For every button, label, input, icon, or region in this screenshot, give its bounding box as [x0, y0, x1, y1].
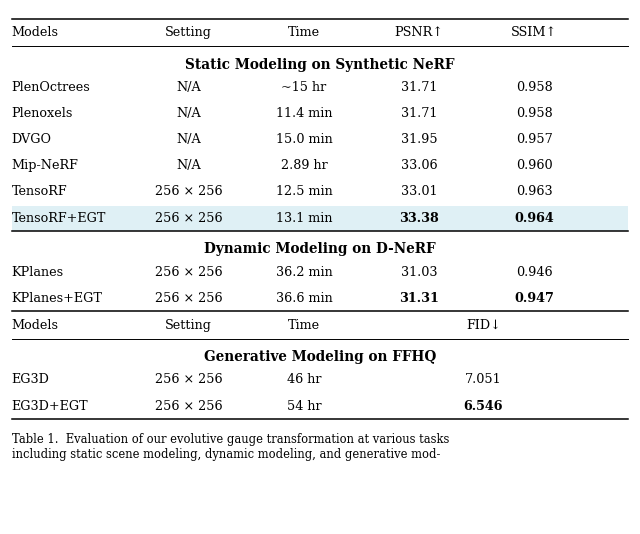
Text: 31.71: 31.71 — [401, 81, 437, 94]
Text: 12.5 min: 12.5 min — [276, 185, 332, 199]
Text: 31.31: 31.31 — [399, 292, 439, 305]
Text: 0.958: 0.958 — [516, 81, 553, 94]
Text: KPlanes: KPlanes — [12, 265, 63, 279]
FancyBboxPatch shape — [12, 206, 628, 231]
Text: 11.4 min: 11.4 min — [276, 107, 332, 120]
Text: 6.546: 6.546 — [463, 399, 503, 413]
Text: Plenoxels: Plenoxels — [12, 107, 73, 120]
Text: 0.958: 0.958 — [516, 107, 553, 120]
Text: 2.89 hr: 2.89 hr — [280, 159, 328, 172]
Text: 46 hr: 46 hr — [287, 373, 321, 387]
Text: 256 × 256: 256 × 256 — [155, 292, 223, 305]
Text: Setting: Setting — [165, 319, 212, 332]
Text: Time: Time — [288, 319, 320, 332]
Text: 0.963: 0.963 — [516, 185, 553, 199]
Text: Setting: Setting — [165, 26, 212, 39]
Text: TensoRF: TensoRF — [12, 185, 67, 199]
Text: N/A: N/A — [177, 133, 201, 146]
Text: Generative Modeling on FFHQ: Generative Modeling on FFHQ — [204, 350, 436, 364]
Text: FID↓: FID↓ — [466, 319, 500, 332]
Text: 36.2 min: 36.2 min — [276, 265, 332, 279]
Text: 31.03: 31.03 — [401, 265, 438, 279]
Text: DVGO: DVGO — [12, 133, 51, 146]
Text: Table 1.  Evaluation of our evolutive gauge transformation at various tasks
incl: Table 1. Evaluation of our evolutive gau… — [12, 433, 449, 460]
Text: N/A: N/A — [177, 81, 201, 94]
Text: PSNR↑: PSNR↑ — [395, 26, 444, 39]
Text: N/A: N/A — [177, 107, 201, 120]
Text: 256 × 256: 256 × 256 — [155, 265, 223, 279]
Text: Mip-NeRF: Mip-NeRF — [12, 159, 78, 172]
Text: KPlanes+EGT: KPlanes+EGT — [12, 292, 102, 305]
Text: PlenOctrees: PlenOctrees — [12, 81, 90, 94]
Text: 256 × 256: 256 × 256 — [155, 211, 223, 225]
Text: EG3D+EGT: EG3D+EGT — [12, 399, 88, 413]
Text: EG3D: EG3D — [12, 373, 49, 387]
Text: 0.960: 0.960 — [516, 159, 553, 172]
Text: 33.01: 33.01 — [401, 185, 438, 199]
Text: 33.06: 33.06 — [401, 159, 438, 172]
Text: 31.95: 31.95 — [401, 133, 438, 146]
Text: 36.6 min: 36.6 min — [276, 292, 332, 305]
Text: 256 × 256: 256 × 256 — [155, 399, 223, 413]
Text: 256 × 256: 256 × 256 — [155, 185, 223, 199]
Text: 0.946: 0.946 — [516, 265, 553, 279]
Text: 7.051: 7.051 — [465, 373, 502, 387]
Text: 15.0 min: 15.0 min — [276, 133, 332, 146]
Text: 54 hr: 54 hr — [287, 399, 321, 413]
Text: Static Modeling on Synthetic NeRF: Static Modeling on Synthetic NeRF — [185, 58, 455, 72]
Text: Models: Models — [12, 319, 58, 332]
Text: Dynamic Modeling on D-NeRF: Dynamic Modeling on D-NeRF — [204, 242, 436, 256]
Text: SSIM↑: SSIM↑ — [511, 26, 557, 39]
Text: 33.38: 33.38 — [399, 211, 439, 225]
Text: 13.1 min: 13.1 min — [276, 211, 332, 225]
Text: 0.964: 0.964 — [515, 211, 554, 225]
Text: Time: Time — [288, 26, 320, 39]
Text: 256 × 256: 256 × 256 — [155, 373, 223, 387]
Text: 0.947: 0.947 — [515, 292, 554, 305]
Text: Models: Models — [12, 26, 58, 39]
Text: 31.71: 31.71 — [401, 107, 437, 120]
Text: N/A: N/A — [177, 159, 201, 172]
Text: ~15 hr: ~15 hr — [282, 81, 326, 94]
Text: TensoRF+EGT: TensoRF+EGT — [12, 211, 106, 225]
Text: 0.957: 0.957 — [516, 133, 553, 146]
